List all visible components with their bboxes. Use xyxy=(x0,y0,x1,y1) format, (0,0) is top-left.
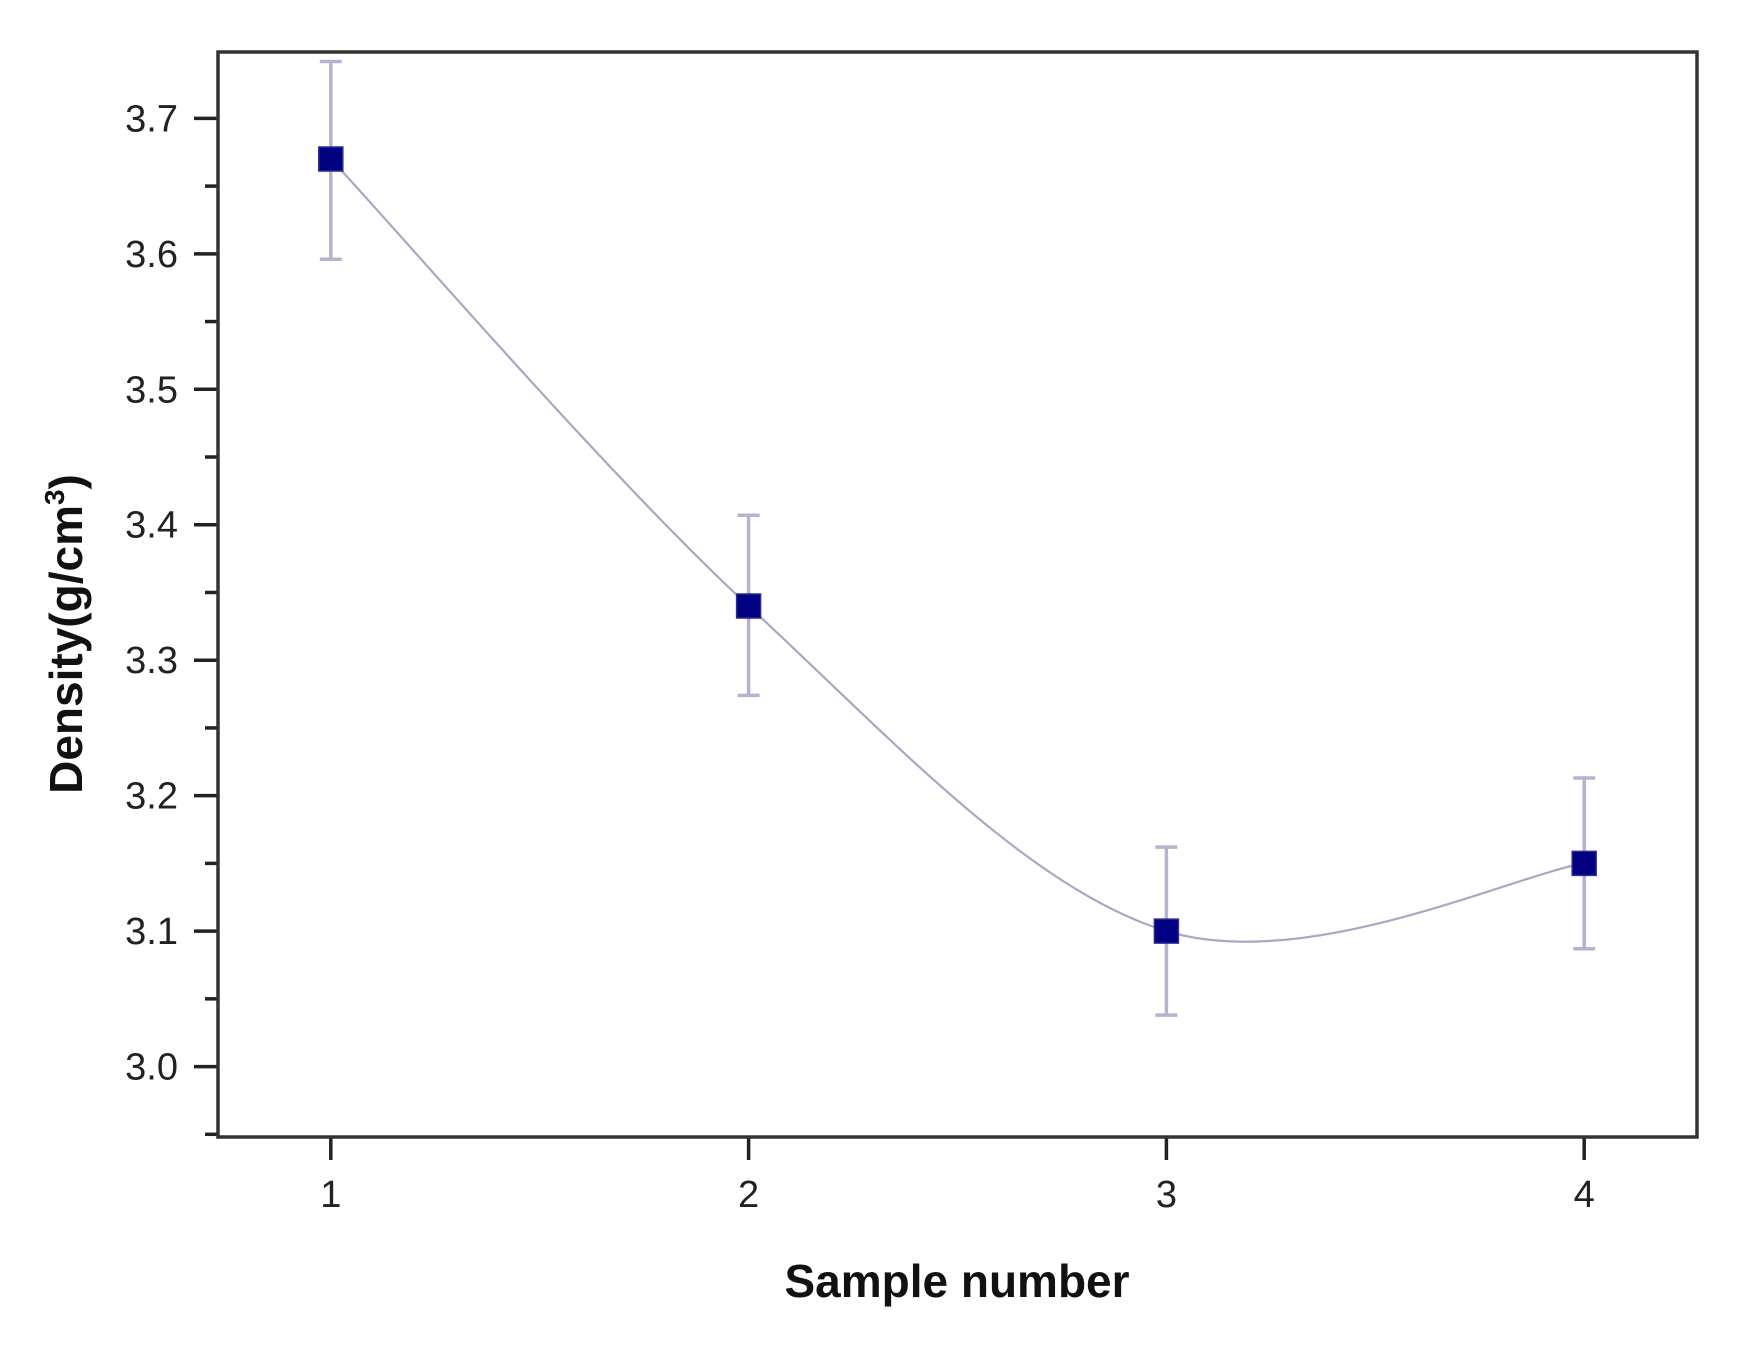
y-tick-label: 3.5 xyxy=(125,369,178,411)
x-axis-title: Sample number xyxy=(784,1255,1129,1307)
y-axis-title: Density(g/cm3) xyxy=(39,474,92,794)
x-axis-ticks: 1 2 3 4 xyxy=(320,1137,1595,1216)
square-marker-icon xyxy=(1571,850,1597,877)
data-markers xyxy=(318,146,1597,944)
square-marker-icon xyxy=(1153,918,1180,944)
y-axis-ticks: 3.0 3.1 3.2 3.3 3.4 3.5 3.6 3.7 xyxy=(125,98,218,1137)
y-tick-label: 3.1 xyxy=(125,911,178,953)
y-axis-title-close: ) xyxy=(40,474,92,489)
y-tick-label: 3.0 xyxy=(125,1047,178,1089)
fit-curve-line xyxy=(330,158,1585,943)
y-axis-title-superscript: 3 xyxy=(39,489,70,505)
y-tick-label: 3.4 xyxy=(125,505,178,547)
plot-frame xyxy=(216,50,1699,1139)
x-tick-label: 1 xyxy=(320,1174,341,1216)
y-tick-label: 3.6 xyxy=(125,234,178,276)
x-tick-label: 4 xyxy=(1574,1174,1595,1216)
y-tick-label: 3.2 xyxy=(125,776,178,818)
y-tick-label: 3.7 xyxy=(125,98,178,140)
x-tick-label: 2 xyxy=(738,1174,759,1216)
square-marker-icon xyxy=(735,593,762,619)
y-tick-label: 3.3 xyxy=(125,640,178,682)
error-bars xyxy=(319,59,1596,1017)
square-marker-icon xyxy=(318,146,344,172)
y-axis-title-main: Density(g/cm xyxy=(40,505,92,794)
x-tick-label: 3 xyxy=(1156,1174,1177,1216)
